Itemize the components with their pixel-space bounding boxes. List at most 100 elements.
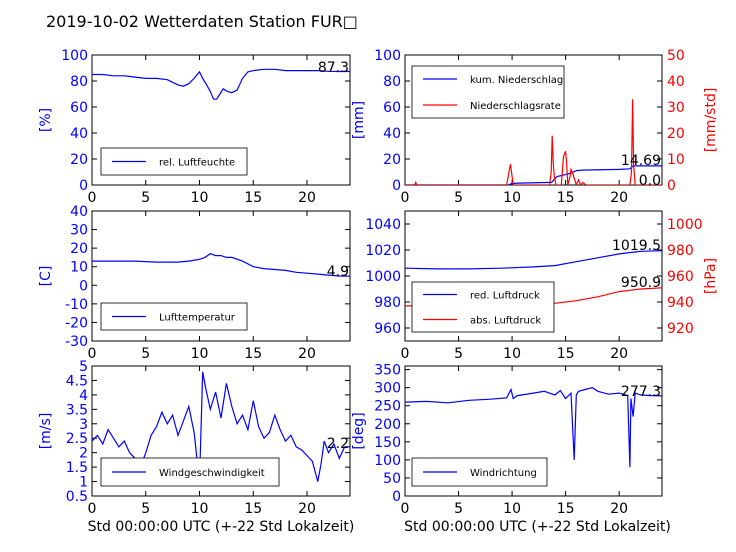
x-tick-label: 15 (557, 501, 575, 517)
y-tick-label: 4.5 (66, 373, 88, 389)
y-tick-label: 20 (70, 152, 88, 168)
x-tick-label: 20 (298, 501, 316, 517)
x-tick-label: 10 (503, 501, 521, 517)
y-axis-label: [C] (38, 266, 54, 287)
x-tick-label: 20 (610, 190, 628, 206)
y-tick-label: 0 (392, 489, 401, 505)
y-tick-label: 1020 (365, 243, 401, 259)
y-tick-label: 200 (374, 417, 401, 433)
x-tick-label: 5 (141, 190, 150, 206)
x-tick-label: 0 (88, 501, 97, 517)
legend: kum. Niederschlag Niederschlagsrate (411, 65, 565, 119)
y-tick-label: 5 (79, 359, 88, 375)
chart-pressure: 0 5 10 15 20 960 980 1000 1020 1040 920 940 960 980 10… (365, 210, 719, 362)
legend-entry: rel. Luftfeuchte (159, 158, 235, 169)
y-axis-label: [m/s] (38, 413, 54, 450)
y-tick-label: -20 (65, 315, 88, 331)
y2-tick-label: 10 (667, 152, 685, 168)
y2-axis-label: [hPa] (703, 258, 719, 294)
x-tick-label: 0 (401, 190, 410, 206)
x-tick-label: 10 (191, 501, 209, 517)
last-value-label: 14.69 (621, 153, 661, 169)
last-value-label: 277.3 (621, 384, 661, 400)
y-tick-label: 80 (383, 74, 401, 90)
legend-entry: Niederschlagsrate (470, 101, 561, 112)
x-tick-label: 0 (88, 190, 97, 206)
last-value-label: 1019.5 (612, 238, 661, 254)
y2-tick-label: 40 (667, 74, 685, 90)
y-tick-label: 0 (392, 178, 401, 194)
figure-title: 2019-10-02 Wetterdaten Station FUR□ (46, 12, 358, 31)
x-tick-label: 0 (401, 501, 410, 517)
legend: Windgeschwindigkeit (100, 457, 280, 487)
y-tick-label: 1040 (365, 217, 401, 233)
y2-tick-label: 980 (667, 243, 694, 259)
y2-tick-label: 20 (667, 126, 685, 142)
y-tick-label: 2 (79, 446, 88, 462)
legend: Windrichtung (411, 457, 548, 487)
y2-tick-label: 30 (667, 100, 685, 116)
legend-entry: Lufttemperatur (159, 313, 236, 324)
y-tick-label: 40 (70, 126, 88, 142)
y-tick-label: 100 (61, 48, 88, 64)
legend-box (411, 65, 565, 119)
y-tick-label: 960 (374, 321, 401, 337)
y-tick-label: 50 (383, 471, 401, 487)
y-tick-label: 80 (70, 74, 88, 90)
legend-entry: Windgeschwindigkeit (159, 468, 265, 479)
x-tick-label: 20 (298, 346, 316, 362)
y-tick-label: 100 (374, 453, 401, 469)
y-tick-label: 10 (70, 260, 88, 276)
y-tick-label: 40 (70, 204, 88, 220)
y-tick-label: 1.5 (66, 460, 88, 476)
y-tick-label: 20 (70, 241, 88, 257)
x-tick-label: 10 (191, 190, 209, 206)
y2-axis-label: [mm/std] (703, 88, 719, 153)
y-axis-label: [deg] (351, 412, 367, 449)
x-tick-label: 5 (454, 346, 463, 362)
legend: rel. Luftfeuchte (100, 147, 248, 176)
y2-tick-label: 960 (667, 269, 694, 285)
x-tick-label: 0 (401, 346, 410, 362)
x-tick-label: 20 (610, 501, 628, 517)
y2-tick-label: 1000 (667, 217, 703, 233)
x-tick-label: 20 (610, 346, 628, 362)
y-tick-label: 1000 (365, 269, 401, 285)
last-value-label: 2.2 (327, 436, 349, 452)
chart-precip: 0 5 10 15 20 0 20 40 60 80 100 0 10 20 30 40 50 [mm] [mm/s… (351, 48, 719, 206)
chart-temperature: 0 5 10 15 20 -30 -20 -10 0 10 20 30 40 [C] Lufttempera… (38, 204, 351, 362)
y-tick-label: 60 (383, 100, 401, 116)
chart-humidity: 0 5 10 15 20 0 20 40 60 80 100 [%] rel. Luftfeuchte 8… (38, 48, 351, 206)
series-line-windrichtung (405, 387, 662, 468)
y-tick-label: 2.5 (66, 431, 88, 447)
last-value-label: 0.0 (639, 173, 661, 189)
legend: red. Luftdruck abs. Luftdruck (411, 281, 555, 333)
x-tick-label: 10 (503, 346, 521, 362)
x-tick-label: 5 (141, 346, 150, 362)
x-tick-label: 5 (454, 501, 463, 517)
legend-box (100, 147, 248, 176)
legend-entry: Windrichtung (470, 468, 537, 479)
y-tick-label: 100 (374, 48, 401, 64)
x-axis-label: Std 00:00:00 UTC (+-22 Std Lokalzeit) (404, 519, 671, 535)
x-tick-label: 10 (503, 190, 521, 206)
legend-entry: kum. Niederschlag (470, 75, 563, 86)
y-tick-label: 150 (374, 435, 401, 451)
series-line-red-luftdruck (405, 250, 662, 270)
y-tick-label: 3.5 (66, 402, 88, 418)
last-value-label: 87.3 (318, 60, 349, 76)
y2-tick-label: 0 (667, 178, 676, 194)
y-tick-label: 250 (374, 399, 401, 415)
x-tick-label: 0 (88, 346, 97, 362)
y-tick-label: 20 (383, 152, 401, 168)
y2-tick-label: 50 (667, 48, 685, 64)
y-tick-label: 60 (70, 100, 88, 116)
y-tick-label: 4 (79, 388, 88, 404)
y-tick-label: 3 (79, 417, 88, 433)
y-tick-label: 350 (374, 363, 401, 379)
chart-windspeed: 0 5 10 15 200.511.522.533.544.55[m/s]Std 00:… (38, 359, 354, 535)
y-tick-label: 0.5 (66, 489, 88, 505)
